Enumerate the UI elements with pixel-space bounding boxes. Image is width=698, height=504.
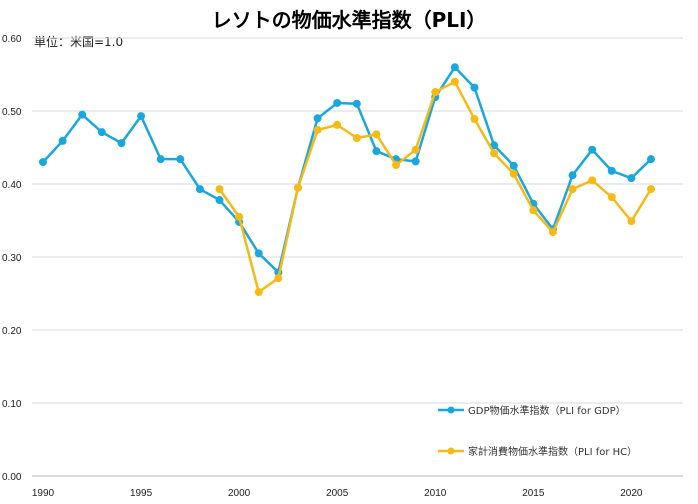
x-tick-label: 2020 xyxy=(620,488,643,499)
y-tick-label: 0.30 xyxy=(2,253,22,264)
data-point xyxy=(235,212,244,221)
data-point xyxy=(97,128,106,137)
data-point xyxy=(470,83,479,92)
legend-swatch-marker xyxy=(447,447,455,455)
y-tick-label: 0.00 xyxy=(2,472,22,483)
data-point xyxy=(607,166,616,175)
x-tick-label: 2000 xyxy=(228,488,251,499)
data-point xyxy=(254,249,263,258)
data-point xyxy=(333,120,342,129)
data-point xyxy=(313,114,322,123)
y-tick-label: 0.40 xyxy=(2,180,22,191)
x-tick-label: 2005 xyxy=(326,488,349,499)
data-point xyxy=(392,161,401,170)
data-point xyxy=(647,155,655,164)
data-point xyxy=(607,193,616,202)
data-point xyxy=(372,130,381,139)
data-point xyxy=(548,228,557,237)
series-line-hc xyxy=(218,80,653,294)
y-tick-label: 0.20 xyxy=(2,326,22,337)
data-point xyxy=(627,174,636,183)
data-point xyxy=(274,274,283,283)
data-point xyxy=(137,112,146,121)
x-tick-label: 1995 xyxy=(130,488,153,499)
unit-label: 単位：米国=1.0 xyxy=(34,34,123,49)
data-point xyxy=(156,155,165,164)
legend-label: 家計消費物価水準指数（PLI for HC） xyxy=(468,445,637,458)
data-point xyxy=(117,139,126,148)
data-point xyxy=(450,77,459,86)
data-point xyxy=(58,136,67,145)
legend-swatch-marker xyxy=(447,406,455,414)
x-tick-label: 1990 xyxy=(32,488,55,499)
data-point xyxy=(588,176,597,185)
x-tick-label: 2015 xyxy=(522,488,545,499)
data-point xyxy=(647,185,655,194)
data-point xyxy=(568,171,577,180)
data-point xyxy=(215,196,224,205)
data-point xyxy=(431,88,440,97)
data-point xyxy=(568,185,577,194)
y-tick-label: 0.50 xyxy=(2,107,22,118)
data-point xyxy=(372,147,381,156)
data-point xyxy=(529,206,538,215)
data-point xyxy=(411,145,420,154)
data-point xyxy=(509,169,518,178)
data-point xyxy=(78,110,87,119)
data-point xyxy=(470,115,479,124)
data-point xyxy=(39,158,47,167)
data-point xyxy=(450,63,459,72)
data-point xyxy=(176,155,185,164)
data-point xyxy=(509,161,518,170)
data-point xyxy=(588,145,597,154)
data-point xyxy=(313,125,322,134)
data-point xyxy=(627,217,636,226)
data-point xyxy=(293,183,302,192)
data-point xyxy=(195,185,204,194)
data-point xyxy=(254,288,263,297)
chart-title: レソトの物価水準指数（PLI） xyxy=(212,8,487,32)
y-tick-label: 0.10 xyxy=(2,399,22,410)
data-point xyxy=(490,141,499,150)
data-point xyxy=(411,157,420,166)
data-point xyxy=(215,185,224,194)
x-tick-label: 2010 xyxy=(424,488,447,499)
series-line-gdp xyxy=(42,65,652,274)
y-tick-label: 0.60 xyxy=(2,34,22,45)
data-point xyxy=(490,149,499,158)
legend-label: GDP物価水準指数（PLI for GDP） xyxy=(468,404,626,417)
data-point xyxy=(333,98,342,107)
data-point xyxy=(352,134,361,143)
data-point xyxy=(352,99,361,108)
